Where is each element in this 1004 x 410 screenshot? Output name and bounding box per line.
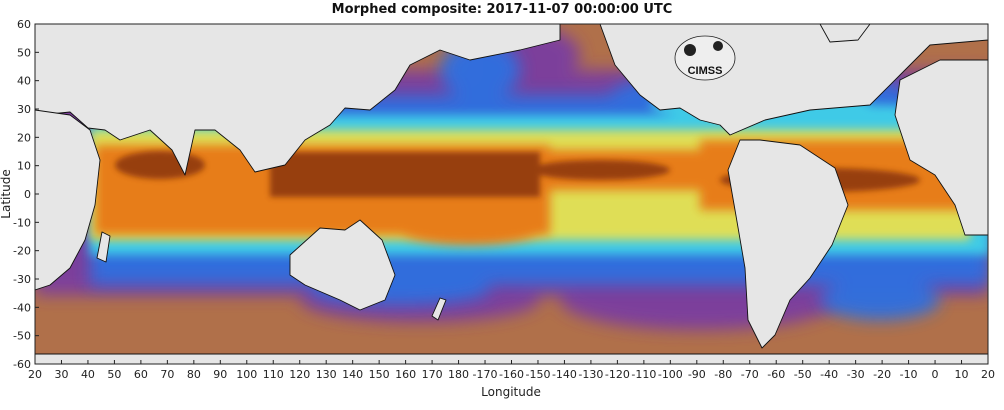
y-tick-label: -20 [13, 245, 31, 258]
madagascar-island [96, 231, 111, 263]
x-tick-label: -60 [767, 368, 785, 381]
y-axis-ticks: 60 50 40 30 20 10 0 -10 -20 -30 -40 -50 -60 [13, 18, 39, 371]
cimss-logo-text: CIMSS [688, 65, 723, 77]
africa-landmass [35, 109, 101, 291]
x-tick-label: 120 [289, 368, 310, 381]
x-tick-label: 180 [448, 368, 469, 381]
x-axis-ticks: 20 30 40 50 60 70 80 90 100 110 120 130 140 150 160 170… [28, 360, 995, 381]
y-tick-label: 50 [17, 46, 31, 59]
x-tick-label: 90 [213, 368, 227, 381]
x-tick-label: -70 [741, 368, 759, 381]
y-tick-label: 40 [17, 75, 31, 88]
australia-landmass [289, 219, 396, 311]
africa-east-landmass [894, 59, 988, 236]
x-tick-label: 130 [316, 368, 337, 381]
x-tick-label: -80 [714, 368, 732, 381]
x-tick-label: 50 [107, 368, 121, 381]
x-tick-label: 70 [160, 368, 174, 381]
x-tick-label: 40 [81, 368, 95, 381]
x-tick-label: -20 [873, 368, 891, 381]
y-tick-label: -10 [13, 216, 31, 229]
y-axis-title: Latitude [0, 169, 13, 218]
y-tick-label: -50 [13, 330, 31, 343]
x-tick-label: 30 [54, 368, 68, 381]
x-tick-label: 140 [342, 368, 363, 381]
y-tick-label: 20 [17, 131, 31, 144]
x-tick-label: 0 [932, 368, 939, 381]
map-title: Morphed composite: 2017-11-07 00:00:00 U… [331, 2, 673, 17]
x-tick-label: -140 [552, 368, 577, 381]
y-tick-label: -30 [13, 273, 31, 286]
x-tick-label: 160 [395, 368, 416, 381]
south-america-landmass [727, 139, 849, 349]
y-tick-label: -60 [13, 358, 31, 371]
y-tick-label: 10 [17, 160, 31, 173]
x-tick-label: 20 [28, 368, 42, 381]
x-tick-label: 150 [369, 368, 390, 381]
x-tick-label: 10 [955, 368, 969, 381]
new-zealand-island [431, 297, 447, 321]
y-tick-label: 30 [17, 103, 31, 116]
x-tick-label: -110 [631, 368, 656, 381]
x-tick-label: -150 [525, 368, 550, 381]
cimss-logo: CIMSS [674, 35, 736, 81]
x-tick-label: 60 [134, 368, 148, 381]
x-tick-label: -170 [473, 368, 498, 381]
eurasia-landmass [35, 24, 561, 176]
x-tick-label: -130 [578, 368, 603, 381]
x-axis-title: Longitude [481, 385, 541, 399]
x-tick-label: -100 [658, 368, 683, 381]
map-plot-area: CIMSS [35, 24, 988, 364]
x-tick-label: -40 [820, 368, 838, 381]
x-tick-label: -30 [847, 368, 865, 381]
x-tick-label: 20 [981, 368, 995, 381]
x-tick-label: 110 [263, 368, 284, 381]
x-tick-label: 80 [187, 368, 201, 381]
x-tick-label: -50 [794, 368, 812, 381]
x-tick-label: -90 [688, 368, 706, 381]
x-tick-label: 170 [422, 368, 443, 381]
x-tick-label: -10 [900, 368, 918, 381]
x-tick-label: -120 [605, 368, 630, 381]
y-tick-label: 0 [24, 188, 31, 201]
x-tick-label: 100 [236, 368, 257, 381]
greenland-island [819, 24, 871, 43]
y-tick-label: 60 [17, 18, 31, 31]
x-tick-label: -160 [499, 368, 524, 381]
y-tick-label: -40 [13, 301, 31, 314]
